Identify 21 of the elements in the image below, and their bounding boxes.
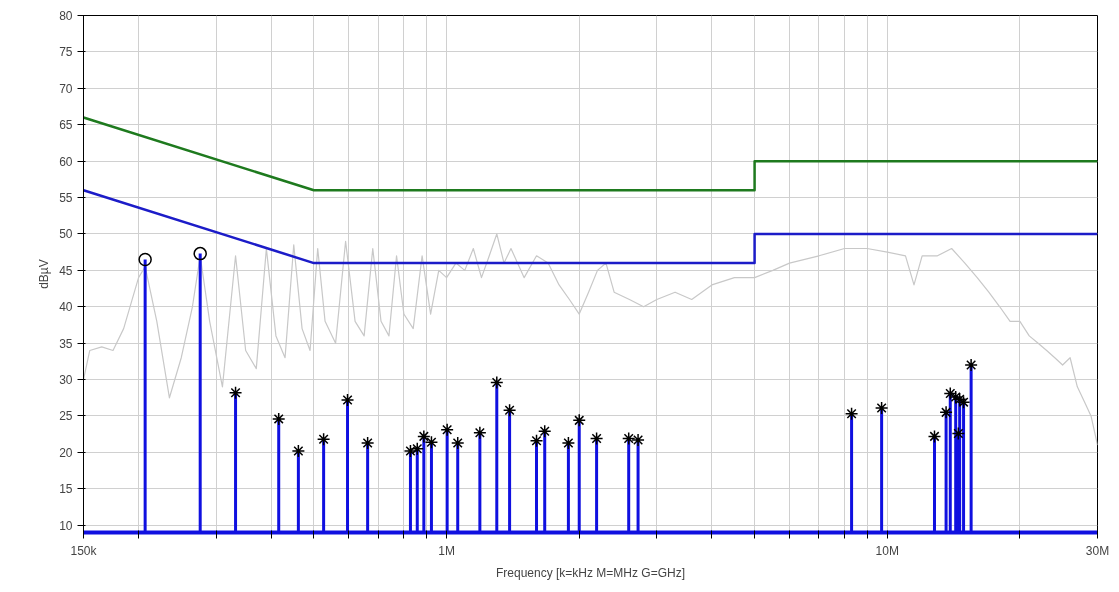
x-tick-label: 10M <box>875 543 899 558</box>
x-axis-title: Frequency [k=kHz M=MHz G=GHz] <box>495 565 686 580</box>
y-tick-label: 75 <box>59 45 73 60</box>
y-tick-label: 60 <box>59 154 73 169</box>
y-tick-label: 70 <box>59 81 73 96</box>
y-tick-label: 20 <box>59 445 73 460</box>
y-tick-label: 35 <box>59 336 73 351</box>
y-tick-label: 40 <box>59 300 73 315</box>
y-tick-label: 65 <box>59 118 73 133</box>
y-tick-label: 55 <box>59 191 73 206</box>
x-tick-label: 150k <box>70 543 98 558</box>
x-tick-label: 30M <box>1085 543 1110 558</box>
y-tick-label: 25 <box>59 409 73 424</box>
y-tick-label: 10 <box>59 518 73 533</box>
y-axis-title: dBµV <box>37 259 52 289</box>
y-tick-label: 45 <box>59 263 73 278</box>
y-tick-label: 30 <box>59 373 73 388</box>
y-tick-label: 15 <box>59 482 73 497</box>
y-tick-label: 50 <box>59 227 73 242</box>
y-tick-label: 80 <box>59 9 73 23</box>
x-tick-label: 1M <box>438 543 455 558</box>
